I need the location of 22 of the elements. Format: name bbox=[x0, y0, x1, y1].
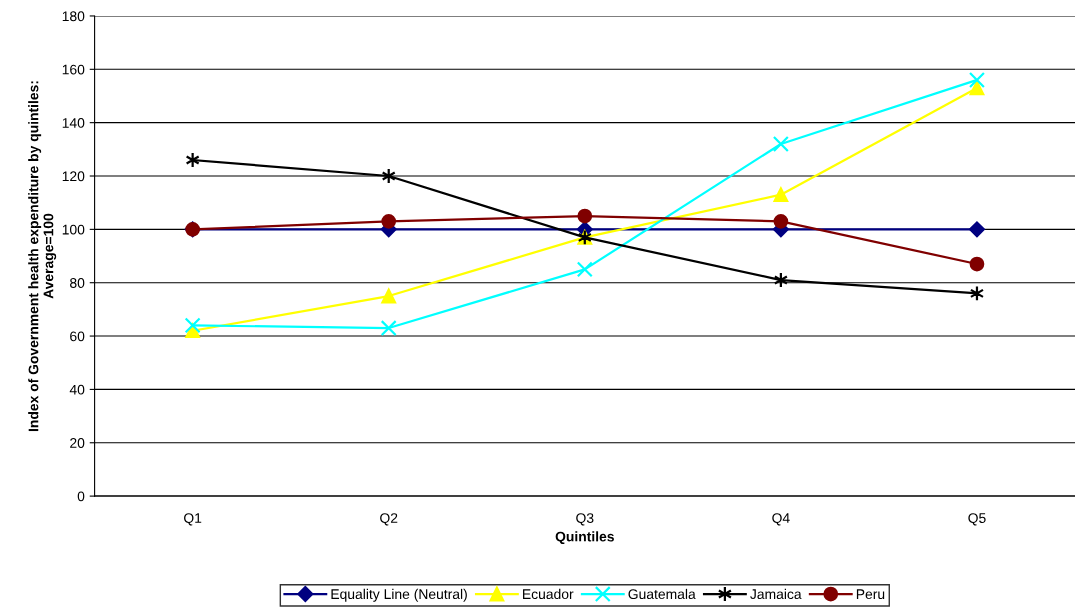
y-tick-label: 100 bbox=[62, 224, 85, 235]
legend-label: Guatemala bbox=[628, 588, 696, 600]
x-tick-label: Q4 bbox=[772, 513, 790, 526]
x-tick-label: Q2 bbox=[380, 513, 398, 526]
legend-label: Jamaica bbox=[750, 588, 802, 600]
y-tick-label: 60 bbox=[70, 331, 85, 342]
y-tick-label: 120 bbox=[62, 171, 85, 182]
y-tick-label: 140 bbox=[62, 118, 85, 128]
y-axis-title: Index of Government health expenditure by quintiles: Average=100 bbox=[28, 81, 57, 432]
x-axis-title: Quintiles bbox=[555, 531, 614, 545]
y-tick-label: 40 bbox=[69, 384, 85, 395]
y-tick-label: 0 bbox=[77, 491, 85, 502]
x-tick-label: Q1 bbox=[184, 513, 202, 526]
x-tick-label: Q5 bbox=[968, 513, 986, 526]
x-tick-label: Q3 bbox=[576, 513, 594, 526]
legend-label: Ecuador bbox=[523, 588, 574, 600]
y-tick-label: 160 bbox=[62, 64, 85, 75]
legend-label: Equality Line (Neutral) bbox=[331, 588, 467, 602]
y-tick-label: 20 bbox=[70, 438, 85, 448]
y-tick-label: 180 bbox=[62, 11, 85, 22]
legend-label: Peru bbox=[856, 589, 885, 600]
y-tick-label: 80 bbox=[70, 278, 85, 288]
